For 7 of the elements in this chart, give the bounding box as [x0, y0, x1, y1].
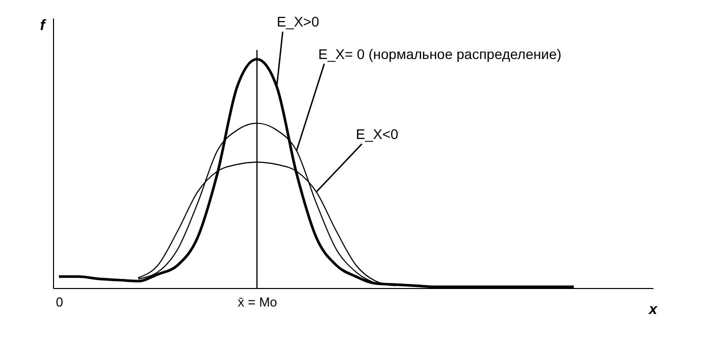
text: E_X>0 [276, 14, 320, 30]
annotation: E_X<0 [356, 126, 399, 142]
x-tick-label: 0 [56, 294, 64, 310]
y-axis-title: f [40, 17, 47, 34]
x-tick-label: x̄ = Mo [238, 294, 278, 310]
annotation: E_X= 0 (нормальное распределение) [318, 46, 562, 62]
x-axis-title: x [648, 301, 658, 318]
